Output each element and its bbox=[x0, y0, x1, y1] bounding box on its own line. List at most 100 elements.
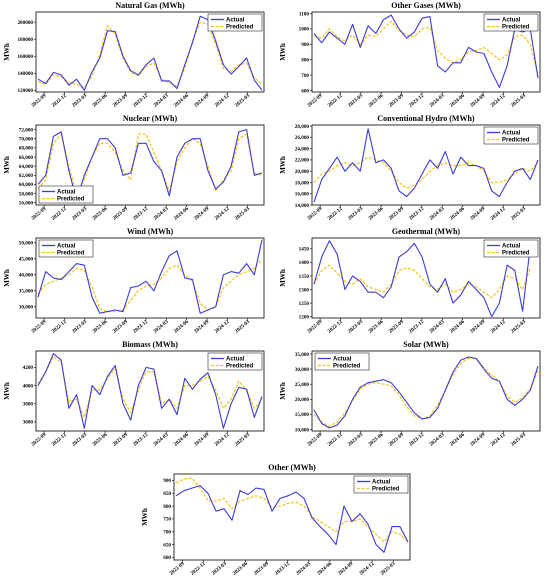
x-tick-label: 2022-12 bbox=[327, 206, 344, 222]
x-tick-label: 2023-09 bbox=[112, 206, 129, 222]
x-tick-label: 2025-03 bbox=[234, 93, 251, 109]
legend-label-actual: Actual bbox=[226, 18, 245, 24]
x-tick-label: 2023-09 bbox=[112, 93, 129, 109]
x-tick-label: 2024-03 bbox=[428, 206, 445, 222]
y-tick-label: 35,000 bbox=[295, 352, 310, 358]
x-tick-label: 2024-09 bbox=[337, 561, 354, 577]
x-tick-label: 2022-09 bbox=[306, 432, 323, 448]
series-line-predicted bbox=[37, 21, 263, 89]
legend-label-actual: Actual bbox=[502, 18, 521, 24]
y-tick-label: 62,000 bbox=[19, 173, 34, 179]
chart-title: Solar (MWh) bbox=[403, 340, 449, 349]
x-tick-label: 2024-09 bbox=[469, 206, 486, 222]
chart-geothermal: Geothermal (MWh) MWh 1200 1250 1300 1350 1400 1… bbox=[279, 227, 541, 335]
y-tick-label: 1000 bbox=[299, 27, 310, 33]
x-tick-label: 2023-03 bbox=[347, 93, 364, 109]
x-tick-label: 2022-12 bbox=[51, 319, 68, 335]
y-tick-label: 1450 bbox=[299, 247, 310, 253]
chart-title: Wind (MWh) bbox=[127, 227, 174, 236]
y-tick-label: 30,000 bbox=[19, 305, 34, 311]
y-tick-label: 700 bbox=[163, 530, 171, 536]
chart-title: Other (MWh) bbox=[268, 463, 316, 472]
y-axis-label: MWh bbox=[279, 43, 287, 61]
chart-other: Other (MWh) MWh 600 650 700 750 800 850 900 2022-… bbox=[141, 463, 411, 577]
y-axis-label: MWh bbox=[3, 156, 11, 174]
x-tick-label: 2024-03 bbox=[152, 206, 169, 222]
y-tick-label: 1250 bbox=[299, 301, 310, 307]
x-tick-label: 2024-09 bbox=[193, 432, 210, 448]
series-line-actual bbox=[175, 485, 409, 553]
x-tick-label: 2022-12 bbox=[51, 93, 68, 109]
series-line-actual bbox=[313, 128, 539, 203]
x-tick-label: 2022-12 bbox=[190, 561, 207, 577]
y-tick-label: 1300 bbox=[299, 287, 310, 293]
x-tick-label: 2023-09 bbox=[388, 206, 405, 222]
y-tick-label: 20,000 bbox=[295, 169, 310, 175]
x-tick-label: 2023-06 bbox=[91, 206, 108, 222]
legend-label-actual: Actual bbox=[502, 131, 521, 137]
x-tick-label: 2024-09 bbox=[193, 319, 210, 335]
x-tick-label: 2023-06 bbox=[367, 432, 384, 448]
x-tick-label: 2024-09 bbox=[469, 319, 486, 335]
y-tick-label: 140000 bbox=[17, 71, 33, 77]
chart-nuclear: Nuclear (MWh) MWh 56,000 58,000 60,000 62,000… bbox=[3, 114, 265, 222]
x-tick-label: 2024-12 bbox=[214, 93, 231, 109]
y-axis-label: MWh bbox=[3, 43, 11, 61]
x-tick-label: 2024-09 bbox=[469, 432, 486, 448]
x-tick-label: 2025-03 bbox=[234, 206, 251, 222]
series-line-actual bbox=[313, 14, 539, 88]
legend-label-predicted: Predicted bbox=[57, 197, 85, 203]
legend-label-actual: Actual bbox=[372, 480, 391, 486]
y-tick-label: 600 bbox=[301, 88, 309, 94]
y-tick-label: 1350 bbox=[299, 274, 310, 280]
series-line-actual bbox=[313, 356, 539, 429]
legend-label-predicted: Predicted bbox=[502, 138, 530, 144]
series-line-actual bbox=[37, 239, 263, 314]
x-tick-label: 2024-12 bbox=[490, 93, 507, 109]
chart-other-gases: Other Gases (MWh) MWh 600 700 800 900 1000 1100… bbox=[279, 1, 541, 109]
x-tick-label: 2024-06 bbox=[173, 432, 190, 448]
y-tick-label: 3600 bbox=[23, 420, 34, 426]
x-tick-label: 2023-12 bbox=[132, 93, 149, 109]
plot-frame bbox=[35, 350, 265, 432]
x-tick-label: 2023-03 bbox=[211, 561, 228, 577]
x-tick-label: 2023-06 bbox=[367, 319, 384, 335]
legend-label-predicted: Predicted bbox=[226, 25, 254, 31]
legend-label-predicted: Predicted bbox=[502, 251, 530, 257]
y-axis-label: MWh bbox=[141, 508, 149, 526]
y-tick-label: 900 bbox=[163, 478, 171, 484]
x-tick-label: 2022-09 bbox=[169, 561, 186, 577]
x-tick-label: 2024-06 bbox=[173, 93, 190, 109]
y-tick-label: 1400 bbox=[299, 260, 310, 266]
x-tick-label: 2024-03 bbox=[428, 432, 445, 448]
y-tick-label: 800 bbox=[163, 504, 171, 510]
legend-label-predicted: Predicted bbox=[333, 364, 361, 370]
x-tick-label: 2023-03 bbox=[347, 206, 364, 222]
y-tick-label: 160000 bbox=[17, 54, 33, 60]
x-tick-label: 2023-03 bbox=[347, 432, 364, 448]
plot-frame bbox=[35, 237, 265, 319]
y-tick-label: 750 bbox=[163, 517, 171, 523]
x-tick-label: 2024-12 bbox=[490, 206, 507, 222]
x-tick-label: 2023-12 bbox=[132, 432, 149, 448]
legend-label-actual: Actual bbox=[57, 190, 76, 196]
chart-title: Geothermal (MWh) bbox=[392, 227, 461, 236]
chart-title: Natural Gas (MWh) bbox=[115, 1, 185, 10]
series-line-predicted bbox=[37, 133, 263, 195]
x-tick-label: 2024-06 bbox=[449, 319, 466, 335]
series-line-predicted bbox=[313, 264, 531, 299]
y-axis-label: MWh bbox=[3, 269, 11, 287]
x-tick-label: 2022-09 bbox=[30, 432, 47, 448]
x-tick-label: 2024-06 bbox=[449, 432, 466, 448]
y-axis-label: MWh bbox=[279, 269, 287, 287]
y-tick-label: 700 bbox=[301, 73, 309, 79]
x-tick-label: 2023-09 bbox=[112, 319, 129, 335]
series-line-predicted bbox=[37, 355, 263, 419]
x-tick-label: 2024-12 bbox=[214, 319, 231, 335]
x-tick-label: 2023-06 bbox=[367, 93, 384, 109]
chart-wind: Wind (MWh) MWh 30,000 35,000 40,000 45,000 50,… bbox=[3, 227, 265, 335]
